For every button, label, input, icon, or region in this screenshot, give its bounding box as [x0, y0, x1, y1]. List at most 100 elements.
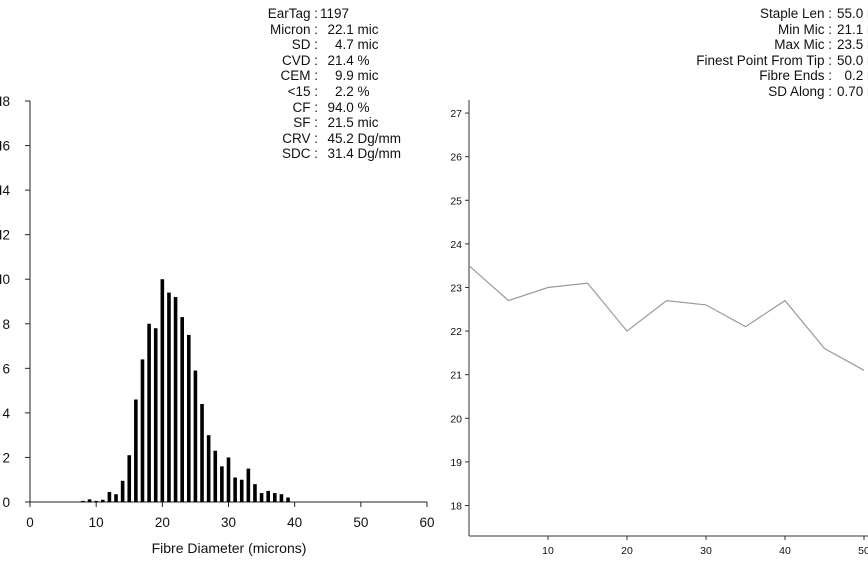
hist-y-tick-label: 8 — [2, 317, 10, 332]
right-stat-value: 55.0 m — [837, 6, 868, 21]
hist-y-tick-label: 6 — [2, 361, 10, 376]
right-stat-value: 50.0 m — [837, 52, 868, 68]
hist-bar — [114, 494, 118, 502]
line-x-tick-label: 40 — [779, 545, 791, 557]
hist-bar — [173, 297, 178, 502]
hist-bar — [279, 494, 284, 502]
hist-bar — [233, 477, 237, 502]
hist-x-tick-label: 40 — [287, 515, 302, 530]
hist-bar — [134, 399, 138, 502]
left-stat-label: EarTag : — [267, 6, 318, 21]
hist-bar — [220, 466, 224, 502]
hist-y-tick-label: I8 — [0, 94, 10, 109]
diameter-along-staple-chart: 18 19 20 21 22 23 24 25 26 27 10 20 30 40 50 — [450, 100, 868, 557]
hist-bar — [259, 493, 264, 502]
hist-y-tick-label: I4 — [0, 183, 10, 198]
hist-bar — [266, 490, 270, 502]
hist-x-axis-label: Fibre Diameter (microns) — [152, 540, 307, 556]
hist-x-tick-label: 60 — [419, 515, 434, 530]
hist-y-tick-label: 2 — [2, 450, 10, 465]
hist-bar — [193, 370, 198, 502]
right-stat-label: Max Mic : — [774, 37, 832, 53]
hist-bar — [213, 450, 218, 502]
right-stat-label: Finest Point From Tip : — [696, 52, 832, 68]
hist-bar — [167, 292, 171, 502]
hist-bar — [180, 317, 184, 502]
left-stat-label: SD : — [291, 37, 318, 53]
right-stat-label: Min Mic : — [778, 21, 832, 37]
hist-y-tick-label: I0 — [0, 272, 10, 287]
left-stat-value: 2.2 % — [320, 84, 370, 99]
line-y-tick-label: 23 — [450, 282, 462, 294]
left-stat-value: 1197 — [320, 6, 350, 21]
hist-y-tick-label: I6 — [0, 139, 10, 154]
right-stat-label: Staple Len : — [759, 6, 832, 21]
left-stat-label: CRV : — [282, 130, 318, 146]
hist-x-tick-label: 50 — [353, 515, 368, 530]
hist-y-tick-label: 4 — [2, 406, 10, 421]
right-stat-value: 23.5 m — [837, 37, 868, 53]
hist-y-tick-label: I2 — [0, 228, 10, 243]
diameter-profile-line — [468, 265, 865, 371]
right-stat-value: 0.2 m — [844, 68, 868, 84]
hist-bar — [147, 323, 151, 502]
line-x-tick-label: 20 — [621, 545, 633, 557]
left-stat-label: SDC : — [281, 146, 318, 162]
left-stat-label: <15 : — [287, 84, 318, 99]
hist-bar — [253, 484, 257, 502]
left-stat-value: 22.1 mic — [320, 21, 379, 37]
right-stat-value: 0.70 m — [837, 84, 868, 99]
left-stat-label: CF : — [292, 99, 319, 115]
line-y-tick-label: 20 — [450, 413, 462, 425]
hist-bar — [81, 500, 85, 502]
line-y-tick-label: 26 — [450, 152, 462, 164]
hist-bar — [187, 334, 191, 502]
hist-x-tick-label: 20 — [155, 515, 170, 530]
left-stat-value: 21.5 mic — [320, 115, 379, 131]
line-y-tick-label: 18 — [450, 500, 462, 512]
left-stat-value: 31.4 Dg/mm — [320, 146, 402, 162]
left-stat-value: 4.7 mic — [320, 37, 379, 53]
hist-x-tick-label: 0 — [26, 515, 34, 530]
hist-bar — [286, 497, 290, 502]
line-y-tick-label: 19 — [450, 457, 462, 469]
hist-bar — [160, 279, 165, 502]
hist-x-tick-label: 10 — [89, 515, 104, 530]
left-stat-label: SF : — [293, 115, 318, 131]
left-stat-value: 21.4 % — [320, 52, 370, 68]
line-x-tick-label: 10 — [542, 545, 554, 557]
hist-bar — [107, 491, 112, 502]
left-stat-value: 9.9 mic — [320, 68, 379, 84]
right-stat-label: Fibre Ends : — [759, 68, 832, 84]
line-y-tick-label: 24 — [450, 239, 462, 251]
hist-bar — [87, 499, 92, 502]
hist-bar — [140, 359, 145, 502]
hist-bar — [94, 500, 98, 502]
line-x-tick-label: 30 — [700, 545, 712, 557]
fibre-diameter-histogram: 0 2 4 6 8 I0 I2 I4 I6 I8 0 10 20 30 40 50 60 Fibre Diamet… — [0, 94, 435, 556]
hist-x-tick-label: 30 — [221, 515, 236, 530]
left-stat-label: CEM : — [280, 68, 318, 84]
hist-bar — [246, 468, 251, 502]
hist-bar — [127, 455, 132, 502]
hist-bar — [273, 493, 277, 502]
hist-bar — [200, 403, 204, 502]
line-y-tick-label: 22 — [450, 326, 462, 338]
hist-bar — [206, 435, 211, 502]
hist-bar — [120, 480, 125, 502]
hist-bar — [153, 328, 158, 502]
hist-y-tick-label: 0 — [2, 495, 10, 510]
hist-bar — [100, 499, 105, 502]
line-y-tick-label: 25 — [450, 195, 462, 207]
left-stat-label: Micron : — [269, 21, 318, 37]
line-x-tick-label: 50 — [858, 545, 868, 557]
right-stat-value: 21.1 m — [837, 21, 868, 37]
line-y-tick-label: 27 — [450, 108, 462, 120]
left-stat-value: 94.0 % — [320, 99, 370, 115]
line-y-tick-label: 21 — [450, 370, 462, 382]
hist-bar — [239, 479, 244, 502]
right-stat-label: SD Along : — [768, 84, 832, 99]
hist-bar — [226, 457, 231, 502]
